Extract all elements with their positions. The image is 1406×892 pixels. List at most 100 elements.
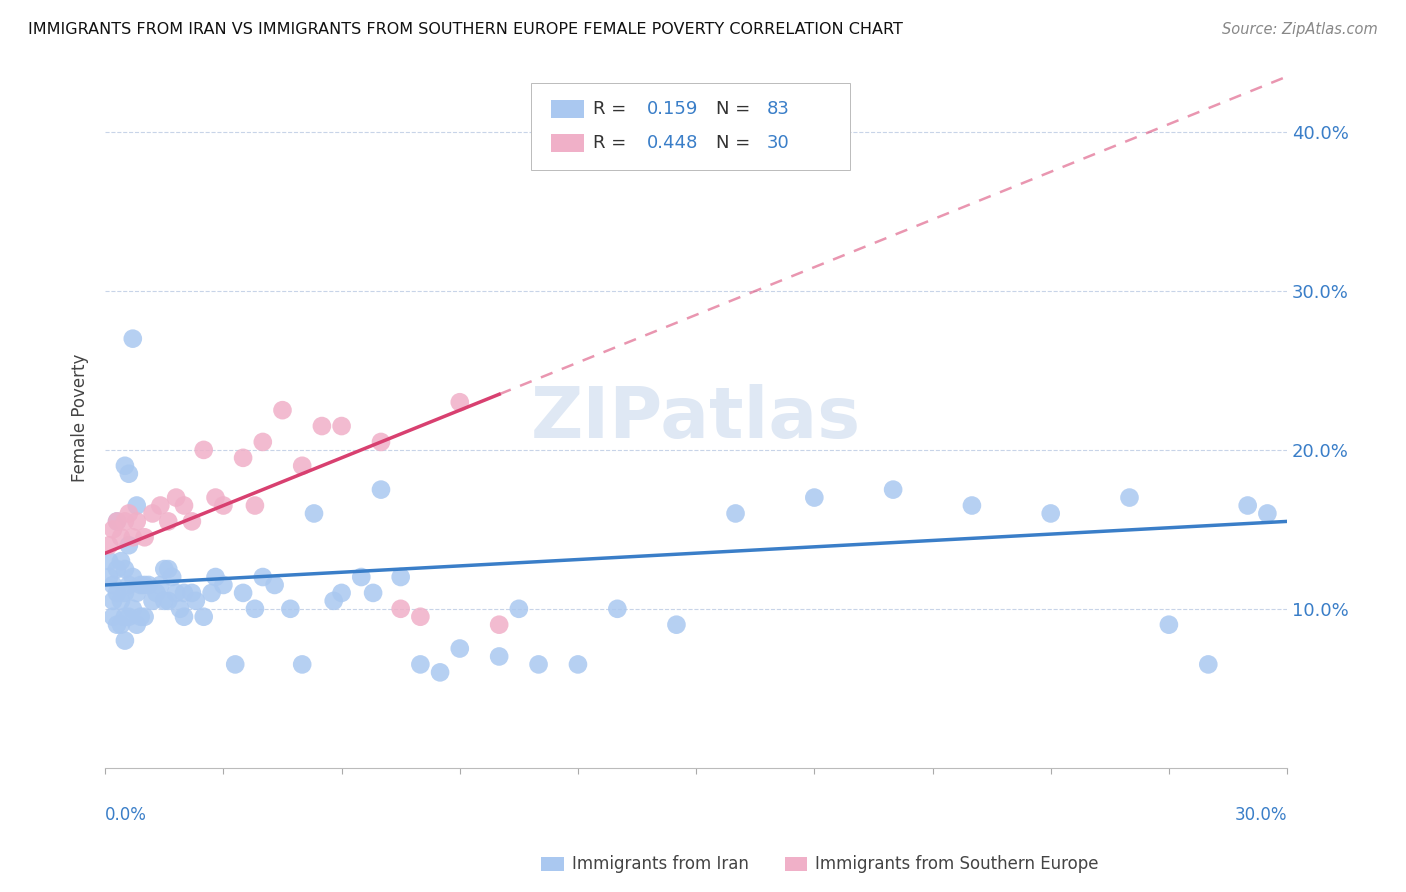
- Point: [803, 491, 825, 505]
- Point: [101, 609, 124, 624]
- Point: [204, 570, 226, 584]
- Point: [193, 609, 215, 624]
- Point: [149, 578, 172, 592]
- Point: [110, 530, 132, 544]
- Point: [114, 562, 136, 576]
- Point: [105, 562, 128, 576]
- Point: [232, 450, 254, 465]
- Text: Immigrants from Iran: Immigrants from Iran: [572, 855, 749, 873]
- Point: [200, 586, 222, 600]
- Point: [180, 515, 202, 529]
- Point: [389, 602, 412, 616]
- Point: [263, 578, 285, 592]
- Point: [280, 602, 302, 616]
- Point: [173, 609, 195, 624]
- Point: [118, 609, 141, 624]
- Text: R =: R =: [593, 135, 633, 153]
- Text: 0.0%: 0.0%: [105, 806, 148, 824]
- Point: [291, 657, 314, 672]
- Point: [125, 617, 148, 632]
- Text: 30: 30: [768, 135, 790, 153]
- Text: 0.448: 0.448: [647, 135, 697, 153]
- Point: [134, 609, 156, 624]
- Point: [98, 538, 121, 552]
- Point: [330, 419, 353, 434]
- Point: [361, 586, 384, 600]
- FancyBboxPatch shape: [551, 134, 583, 153]
- Point: [129, 609, 152, 624]
- Point: [1118, 491, 1140, 505]
- Point: [180, 586, 202, 600]
- Point: [101, 522, 124, 536]
- Text: Immigrants from Southern Europe: Immigrants from Southern Europe: [815, 855, 1099, 873]
- Point: [212, 578, 235, 592]
- Point: [311, 419, 333, 434]
- Text: N =: N =: [716, 100, 756, 118]
- Point: [184, 594, 207, 608]
- FancyBboxPatch shape: [530, 82, 849, 169]
- Point: [252, 570, 274, 584]
- Point: [145, 586, 167, 600]
- Point: [105, 586, 128, 600]
- Point: [118, 467, 141, 481]
- Point: [350, 570, 373, 584]
- Point: [121, 332, 143, 346]
- Point: [224, 657, 246, 672]
- Point: [449, 641, 471, 656]
- Point: [157, 562, 180, 576]
- Point: [114, 609, 136, 624]
- Point: [153, 562, 176, 576]
- Point: [165, 491, 187, 505]
- Point: [141, 507, 163, 521]
- Text: R =: R =: [593, 100, 633, 118]
- Point: [110, 594, 132, 608]
- Point: [153, 594, 176, 608]
- Point: [389, 570, 412, 584]
- FancyBboxPatch shape: [551, 100, 583, 118]
- Point: [121, 530, 143, 544]
- Point: [118, 507, 141, 521]
- Point: [157, 515, 180, 529]
- Point: [121, 602, 143, 616]
- Point: [160, 570, 183, 584]
- Point: [101, 578, 124, 592]
- Point: [98, 570, 121, 584]
- Point: [114, 586, 136, 600]
- Point: [370, 483, 392, 497]
- Point: [125, 499, 148, 513]
- Point: [508, 602, 530, 616]
- Point: [98, 554, 121, 568]
- Point: [243, 602, 266, 616]
- Point: [173, 586, 195, 600]
- Point: [243, 499, 266, 513]
- Point: [141, 594, 163, 608]
- Point: [252, 434, 274, 449]
- Point: [724, 507, 747, 521]
- Point: [1039, 507, 1062, 521]
- Text: N =: N =: [716, 135, 756, 153]
- Point: [173, 499, 195, 513]
- Point: [488, 617, 510, 632]
- Point: [527, 657, 550, 672]
- Point: [121, 570, 143, 584]
- Point: [567, 657, 589, 672]
- Point: [322, 594, 344, 608]
- Point: [1197, 657, 1219, 672]
- Point: [232, 586, 254, 600]
- Point: [105, 515, 128, 529]
- Point: [409, 657, 432, 672]
- Point: [118, 538, 141, 552]
- Point: [429, 665, 451, 680]
- Point: [882, 483, 904, 497]
- Point: [370, 434, 392, 449]
- Text: 83: 83: [768, 100, 790, 118]
- Point: [606, 602, 628, 616]
- Point: [134, 578, 156, 592]
- Point: [169, 602, 191, 616]
- Point: [125, 586, 148, 600]
- Point: [271, 403, 294, 417]
- Point: [114, 458, 136, 473]
- Point: [291, 458, 314, 473]
- Point: [101, 594, 124, 608]
- Point: [665, 617, 688, 632]
